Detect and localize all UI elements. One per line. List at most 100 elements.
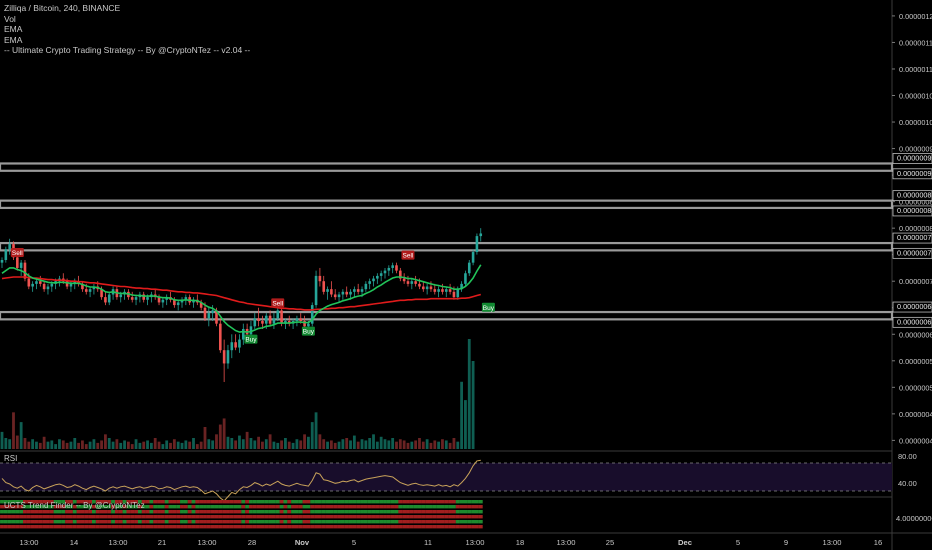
trend-cell — [291, 510, 296, 514]
trend-cell — [409, 510, 414, 514]
trend-cell — [241, 510, 246, 514]
time-axis-label: 13:00 — [197, 538, 216, 547]
volume-bar — [61, 440, 65, 449]
trend-cell — [363, 510, 368, 514]
volume-bar — [130, 444, 134, 449]
trend-cell — [429, 525, 433, 529]
trend-cell — [95, 505, 100, 509]
candle-body — [264, 315, 268, 324]
trend-cell — [199, 510, 204, 514]
trend-cell — [306, 510, 311, 514]
trend-cell — [0, 500, 4, 504]
trend-cell — [199, 515, 204, 519]
trend-cell — [314, 510, 319, 514]
volume-bar — [0, 431, 4, 449]
trend-cell — [72, 515, 77, 519]
trend-cell — [91, 515, 96, 519]
trend-cell — [195, 515, 200, 519]
trend-cell — [26, 515, 31, 519]
trend-cell — [390, 515, 395, 519]
trend-cell — [260, 505, 265, 509]
trend-cell — [260, 515, 265, 519]
trend-cell — [118, 505, 123, 509]
candle-body — [383, 270, 387, 274]
volume-bar — [295, 439, 299, 449]
trend-cell — [176, 510, 181, 514]
trend-cell — [61, 520, 66, 524]
candle-body — [391, 265, 394, 268]
level-label: 0.00000085 — [897, 191, 932, 200]
level-label-box — [892, 190, 932, 202]
trend-cell — [429, 520, 433, 524]
trend-cell — [390, 510, 395, 514]
trend-cell — [440, 515, 445, 519]
trend-cell — [360, 515, 364, 519]
trend-cell — [417, 500, 422, 504]
trend-cell — [275, 505, 280, 509]
trend-cell — [30, 520, 35, 524]
chart-legend: Zilliqa / Bitcoin, 240, BINANCE Vol EMA … — [4, 3, 250, 56]
candle-body — [425, 286, 429, 290]
trend-cell — [317, 525, 322, 529]
trend-title: UCTS Trend Finder -- By @CryptoNTez — [4, 501, 145, 510]
volume-bar — [303, 434, 306, 449]
trend-cell — [72, 500, 77, 504]
trend-cell — [99, 525, 104, 529]
trend-cell — [306, 505, 311, 509]
trend-cell — [321, 500, 326, 504]
trend-cell — [237, 505, 242, 509]
trend-cell — [344, 525, 349, 529]
trend-cell — [38, 525, 43, 529]
trend-cell — [367, 520, 372, 524]
trend-cell — [340, 520, 345, 524]
trend-cell — [7, 505, 12, 509]
volume-bar — [372, 434, 375, 449]
trend-cell — [7, 520, 12, 524]
trend-cell — [23, 525, 27, 529]
trend-cell — [298, 505, 303, 509]
support-resistance-levels — [0, 162, 894, 321]
volume-bar — [54, 444, 58, 449]
trend-cell — [46, 500, 50, 504]
trend-cell — [23, 505, 27, 509]
candle-body — [437, 289, 440, 292]
level-price-labels: 0.000000920.000000910.000000850.00000084… — [892, 153, 932, 328]
trend-cell — [68, 510, 73, 514]
trend-cell — [68, 505, 73, 509]
time-axis-label: 13:00 — [822, 538, 841, 547]
candle-body — [230, 342, 234, 351]
trend-cell — [26, 520, 31, 524]
trend-cell — [19, 525, 24, 529]
trend-cell — [26, 500, 31, 504]
trend-cell — [386, 515, 391, 519]
volume-bar — [318, 434, 322, 449]
trend-cell — [429, 505, 433, 509]
trend-cell — [84, 500, 89, 504]
trend-cell — [187, 525, 192, 529]
level-label: 0.00000077 — [897, 233, 932, 242]
volume-bar — [230, 438, 234, 449]
price-tick-label: 0.00000115 — [899, 38, 932, 47]
trend-cell — [268, 515, 273, 519]
sell-signal-label: Sell — [403, 253, 414, 260]
trend-cell — [402, 515, 407, 519]
trend-cell — [107, 515, 112, 519]
trend-cell — [68, 500, 73, 504]
trend-cell — [268, 525, 273, 529]
trend-cell — [325, 505, 330, 509]
trend-cell — [183, 525, 188, 529]
trend-cell — [80, 515, 85, 519]
trend-cell — [348, 500, 353, 504]
volume-bar — [192, 438, 195, 449]
trend-cell — [394, 525, 399, 529]
trend-cell — [413, 515, 418, 519]
trend-cell — [352, 505, 357, 509]
trend-cell — [360, 505, 364, 509]
candle-body — [176, 302, 180, 306]
trend-cell — [294, 510, 299, 514]
trend-cell — [42, 510, 47, 514]
trend-cell — [203, 520, 207, 524]
candle-body — [261, 321, 264, 324]
trend-cell — [7, 500, 12, 504]
